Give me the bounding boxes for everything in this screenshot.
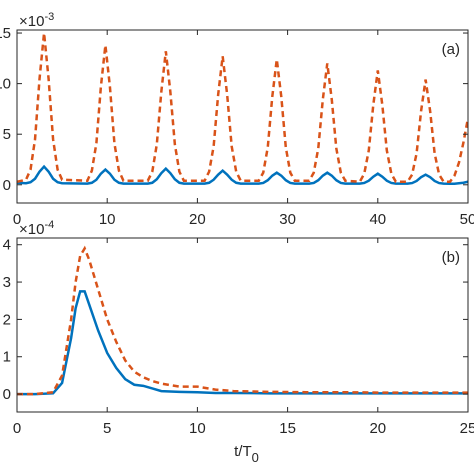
x-tick-label: 20 <box>189 211 206 228</box>
axes-box <box>16 29 469 204</box>
axis-multiplier: ×10-3 <box>19 11 54 30</box>
y-tick-label: 0 <box>3 177 11 194</box>
y-tick-label: 2 <box>3 311 11 328</box>
x-tick-label: 40 <box>369 211 386 228</box>
multiplier-exponent: -4 <box>44 219 54 231</box>
y-tick-label: 3 <box>3 274 11 291</box>
x-tick-label: 10 <box>189 420 206 437</box>
multiplier-exponent: -3 <box>44 11 54 23</box>
data-line <box>17 164 468 186</box>
data-line <box>17 290 468 396</box>
axes-box <box>16 237 469 413</box>
x-label-main: t/T <box>234 443 252 460</box>
x-tick-label: 15 <box>279 420 296 437</box>
y-tick-label: 0 <box>3 386 11 403</box>
data-line <box>17 245 468 396</box>
x-tick-label: 0 <box>13 420 21 437</box>
y-tick-label: 1 <box>3 349 11 366</box>
x-tick-label: 25 <box>460 420 474 437</box>
panel-label: (b) <box>442 249 460 266</box>
x-label-subscript: 0 <box>252 450 259 465</box>
y-tick-label: 10 <box>0 76 11 93</box>
data-line <box>17 32 468 184</box>
x-tick-label: 5 <box>103 420 111 437</box>
x-tick-label: 0 <box>13 211 21 228</box>
y-tick-label: 15 <box>0 25 11 42</box>
x-tick-label: 30 <box>279 211 296 228</box>
x-axis-label: t/T0 <box>234 443 259 465</box>
axis-multiplier: ×10-4 <box>19 219 54 238</box>
y-tick-label: 5 <box>3 126 11 143</box>
x-tick-label: 10 <box>99 211 116 228</box>
multiplier-base: ×10 <box>19 13 44 30</box>
panel-label: (a) <box>442 41 460 58</box>
subplot: 0 10 20 30 40 50 0 5 10 15 (a) ×10-3 <box>0 11 474 228</box>
y-tick-label: 4 <box>3 237 11 254</box>
multiplier-base: ×10 <box>19 221 44 238</box>
x-tick-label: 50 <box>460 211 474 228</box>
x-tick-label: 20 <box>369 420 386 437</box>
